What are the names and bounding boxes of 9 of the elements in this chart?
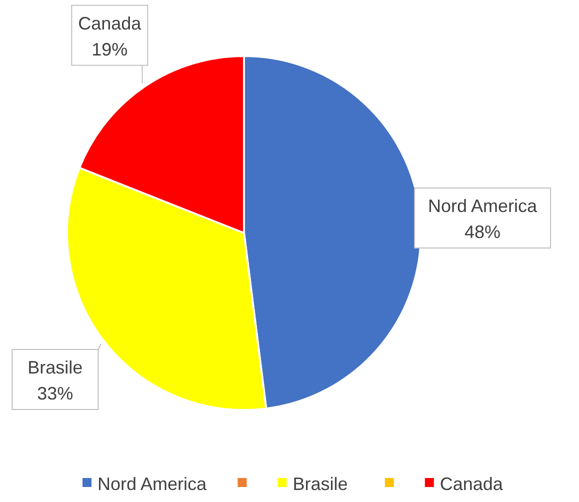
data-label: 19%	[92, 39, 128, 60]
data-label: 33%	[37, 383, 74, 404]
slice-label: Canada	[78, 13, 142, 34]
data-label: 48%	[464, 222, 501, 242]
slice-label: Brasile	[28, 357, 83, 378]
legend-label: Canada	[440, 474, 504, 494]
legend-label: Brasile	[292, 474, 348, 494]
slice-label: Nord America	[428, 196, 538, 216]
legend-label: Nord America	[98, 474, 208, 494]
